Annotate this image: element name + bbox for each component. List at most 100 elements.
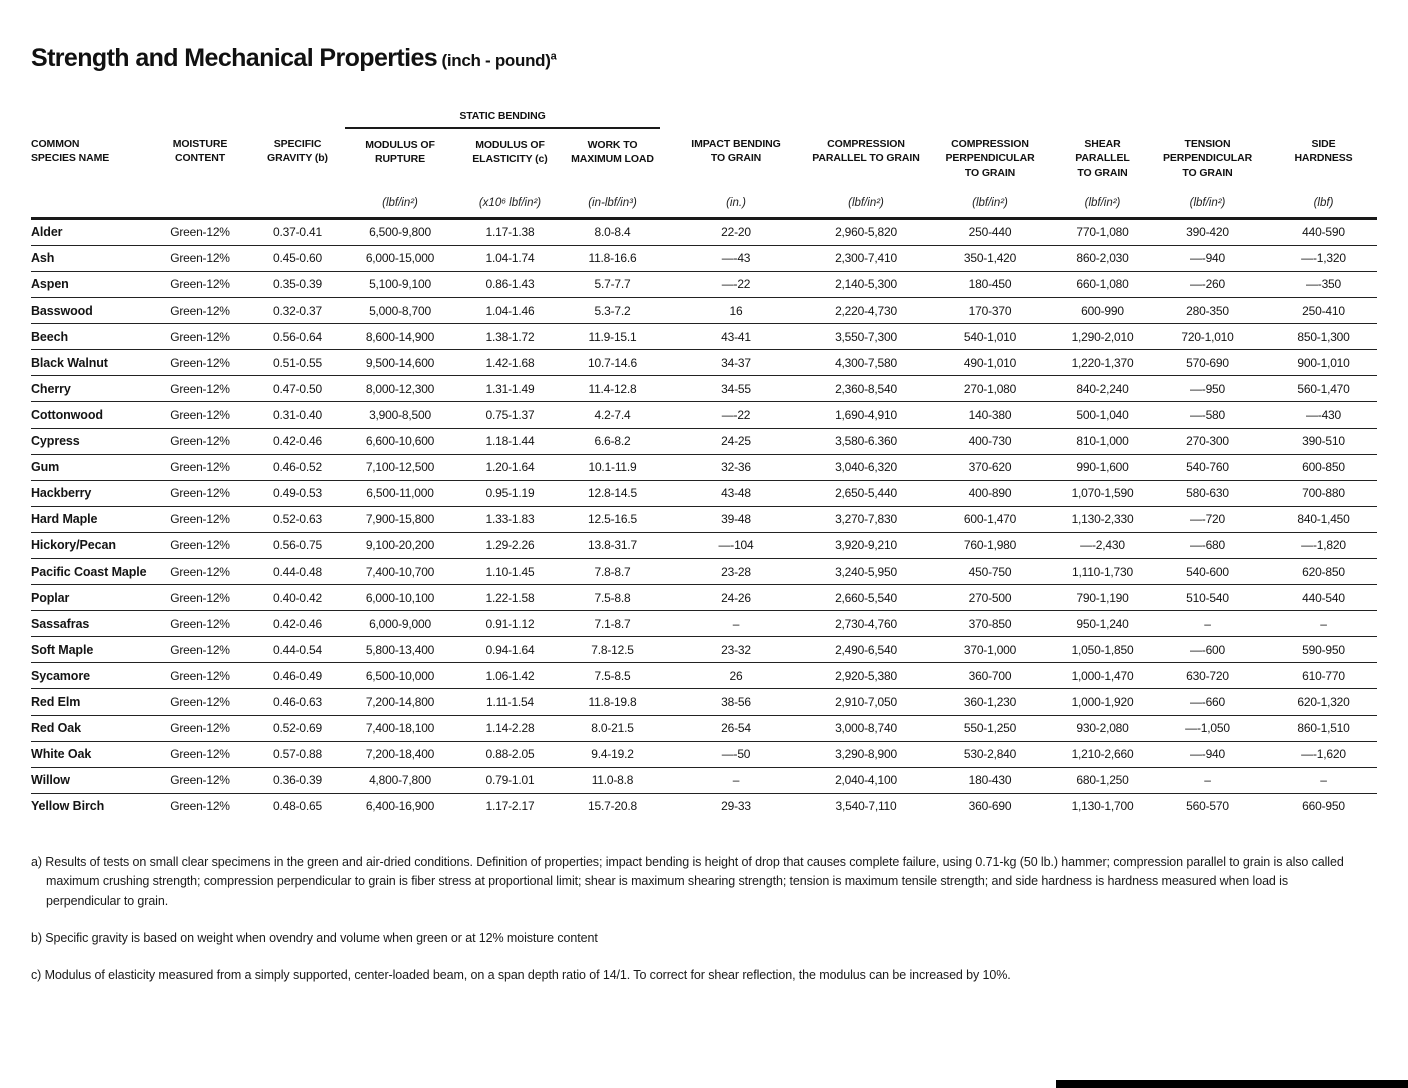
species-name-cell: Hickory/Pecan: [31, 532, 150, 559]
value-cell: Green-12%: [150, 636, 250, 664]
value-cell: 360-700: [920, 662, 1060, 690]
value-cell: 1,110-1,730: [1060, 558, 1145, 586]
footnote: c) Modulus of elasticity measured from a…: [31, 968, 1011, 983]
table-row: Red Elm Green-12% 0.46-0.63 7,200-14,800 1.1…: [31, 688, 1377, 716]
value-cell: Green-12%: [150, 245, 250, 272]
table-row: Aspen Green-12% 0.35-0.39 5,100-9,100 0.86-1…: [31, 271, 1377, 299]
value-cell: 440-540: [1270, 584, 1377, 612]
column-header: COMMON SPECIES NAME: [31, 137, 110, 165]
value-cell: 990-1,600: [1060, 454, 1145, 481]
species-name-cell: White Oak: [31, 741, 150, 768]
value-cell: 2,490-6,540: [812, 636, 920, 664]
value-cell: 400-890: [920, 480, 1060, 507]
value-cell: —-600: [1145, 636, 1270, 664]
table-row: Hard Maple Green-12% 0.52-0.63 7,900-15,800…: [31, 506, 1377, 533]
table-row: Cottonwood Green-12% 0.31-0.40 3,900-8,500 0…: [31, 401, 1377, 429]
value-cell: 10.1-11.9: [565, 454, 660, 481]
value-cell: 1.04-1.74: [455, 245, 565, 272]
value-cell: Green-12%: [170, 799, 230, 814]
value-cell: 34-55: [660, 375, 812, 403]
value-cell: Green-12%: [150, 218, 250, 246]
value-cell: 280-350: [1145, 297, 1270, 325]
unit-label: (lbf/in²): [920, 180, 1060, 220]
group-header-spacer: [250, 109, 345, 128]
value-cell: 11.8-19.8: [565, 688, 660, 716]
value-cell: 0.36-0.39: [250, 767, 345, 794]
value-cell: 1.11-1.54: [455, 688, 565, 716]
value-cell: Green-12%: [150, 506, 250, 533]
species-name-cell: Cottonwood: [31, 401, 150, 429]
value-cell: Green-12%: [150, 715, 250, 742]
value-cell: 10.7-14.6: [565, 349, 660, 377]
species-name-cell: Pacific Coast Maple: [31, 558, 150, 586]
value-cell: 9.4-19.2: [565, 741, 660, 768]
value-cell: 0.91-1.12: [455, 610, 565, 638]
value-cell: 2,730-4,760: [812, 610, 920, 638]
value-cell: 3,040-6,320: [812, 454, 920, 481]
value-cell: 500-1,040: [1060, 401, 1145, 429]
value-cell: 1,130-2,330: [1060, 506, 1145, 533]
value-cell: —-940: [1145, 741, 1270, 768]
value-cell: 6,500-10,000: [345, 662, 455, 690]
value-cell: —-50: [660, 741, 812, 768]
column-header: SPECIFIC GRAVITY (b): [267, 137, 328, 165]
value-cell: 1.17-2.17: [485, 799, 535, 814]
species-name-cell: Ash: [31, 245, 150, 272]
value-cell: 3,290-8,900: [812, 741, 920, 768]
value-cell: 370-850: [920, 610, 1060, 638]
value-cell: 570-690: [1145, 349, 1270, 377]
value-cell: 360-690: [968, 799, 1012, 814]
value-cell: 390-510: [1270, 428, 1377, 455]
group-header-row: STATIC BENDING: [31, 109, 1377, 129]
species-name-cell: Gum: [31, 454, 150, 481]
value-cell: 7,400-18,100: [345, 715, 455, 742]
value-cell: 400-730: [920, 428, 1060, 455]
value-cell: Green-12%: [150, 401, 250, 429]
value-cell: 2,910-7,050: [812, 688, 920, 716]
table-row: Basswood Green-12% 0.32-0.37 5,000-8,700 1.0…: [31, 297, 1377, 325]
value-cell: –: [1270, 610, 1377, 638]
value-cell: 4,800-7,800: [345, 767, 455, 794]
value-cell: 620-850: [1270, 558, 1377, 586]
value-cell: 2,360-8,540: [812, 375, 920, 403]
value-cell: 7,200-18,400: [345, 741, 455, 768]
value-cell: 180-430: [920, 767, 1060, 794]
value-cell: –: [1270, 767, 1377, 794]
value-cell: 0.40-0.42: [250, 584, 345, 612]
value-cell: 180-450: [920, 271, 1060, 299]
column-header: SHEAR PARALLEL TO GRAIN: [1075, 137, 1130, 180]
value-cell: 0.42-0.46: [250, 428, 345, 455]
table-row: Hackberry Green-12% 0.49-0.53 6,500-11,000 0…: [31, 480, 1377, 507]
group-header-spacer: [31, 109, 150, 128]
unit-label: (lbf/in²): [345, 180, 455, 220]
value-cell: 0.88-2.05: [455, 741, 565, 768]
value-cell: 11.0-8.8: [565, 767, 660, 794]
table-row: Soft Maple Green-12% 0.44-0.54 5,800-13,400…: [31, 636, 1377, 664]
value-cell: 2,660-5,540: [812, 584, 920, 612]
value-cell: 0.79-1.01: [455, 767, 565, 794]
value-cell: –: [660, 767, 812, 794]
value-cell: 7.8-12.5: [565, 636, 660, 664]
value-cell: 660-1,080: [1060, 271, 1145, 299]
value-cell: –: [660, 610, 812, 638]
value-cell: 1,000-1,470: [1060, 662, 1145, 690]
value-cell: Green-12%: [150, 558, 250, 586]
species-name-cell: Willow: [31, 767, 150, 794]
column-header: COMPRESSION PARALLEL TO GRAIN: [812, 137, 920, 165]
column-header: MODULUS OF RUPTURE: [365, 138, 435, 166]
table-row: Poplar Green-12% 0.40-0.42 6,000-10,100 1.22…: [31, 584, 1377, 612]
value-cell: 7.5-8.8: [565, 584, 660, 612]
value-cell: 5.7-7.7: [565, 271, 660, 299]
table-row: Red Oak Green-12% 0.52-0.69 7,400-18,100 1.1…: [31, 715, 1377, 742]
value-cell: 170-370: [920, 297, 1060, 325]
column-header: MOISTURE CONTENT: [172, 137, 228, 165]
value-cell: 29-33: [721, 799, 751, 814]
value-cell: 7,400-10,700: [345, 558, 455, 586]
value-cell: 550-1,250: [920, 715, 1060, 742]
value-cell: —-680: [1145, 532, 1270, 559]
species-name-cell: Red Oak: [31, 715, 150, 742]
value-cell: 6,400-16,900: [365, 799, 435, 814]
group-header-spacer: [812, 109, 920, 128]
value-cell: —-720: [1145, 506, 1270, 533]
value-cell: 3,000-8,740: [812, 715, 920, 742]
